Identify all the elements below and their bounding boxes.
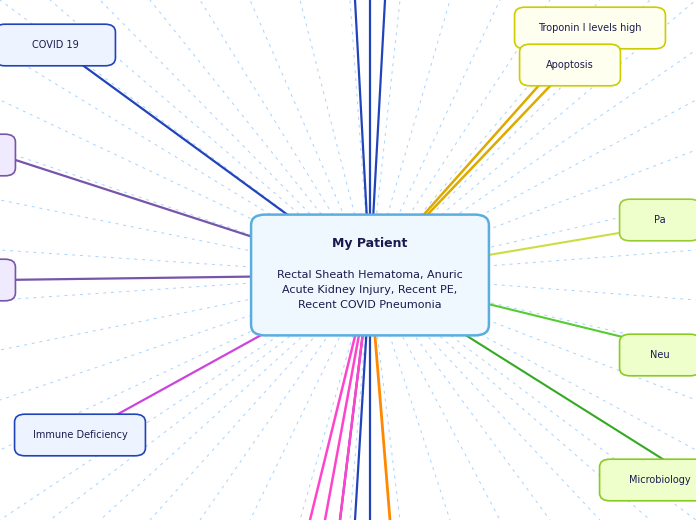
FancyBboxPatch shape [0, 24, 116, 66]
Text: Immune Deficiency: Immune Deficiency [33, 430, 127, 440]
FancyBboxPatch shape [619, 199, 696, 241]
Text: Neu: Neu [650, 350, 670, 360]
FancyBboxPatch shape [599, 459, 696, 501]
Text: Microbiology: Microbiology [629, 475, 691, 485]
Text: Pa: Pa [654, 215, 666, 225]
Text: Apoptosis: Apoptosis [546, 60, 594, 70]
FancyBboxPatch shape [0, 259, 15, 301]
FancyBboxPatch shape [514, 7, 665, 49]
FancyBboxPatch shape [15, 414, 145, 456]
FancyBboxPatch shape [519, 44, 620, 86]
Text: My Patient: My Patient [332, 237, 408, 250]
Text: Rectal Sheath Hematoma, Anuric
Acute Kidney Injury, Recent PE,
Recent COVID Pneu: Rectal Sheath Hematoma, Anuric Acute Kid… [277, 270, 463, 310]
FancyBboxPatch shape [251, 215, 489, 335]
Text: COVID 19: COVID 19 [31, 40, 79, 50]
FancyBboxPatch shape [619, 334, 696, 376]
FancyBboxPatch shape [0, 134, 15, 176]
Text: Troponin I levels high: Troponin I levels high [538, 23, 642, 33]
